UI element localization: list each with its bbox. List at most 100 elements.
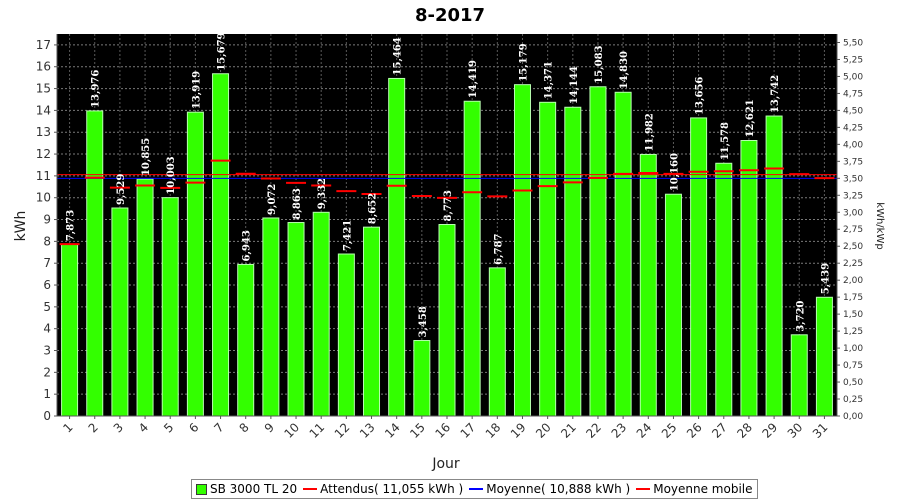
x-tick-label: 5 — [161, 420, 176, 435]
legend-item: Moyenne( 10,888 kWh ) — [469, 482, 630, 496]
legend-swatch — [303, 488, 318, 490]
y-tick-label: 4 — [43, 322, 51, 336]
y-tick-label: 5 — [43, 300, 51, 314]
y2-tick-label: 1,75 — [843, 293, 863, 303]
x-tick-label: 15 — [407, 420, 428, 441]
x-tick-label: 8 — [237, 420, 252, 435]
legend-swatch — [636, 488, 651, 490]
data-label: 10,160 — [669, 153, 680, 191]
y-tick-label: 15 — [36, 82, 51, 96]
legend-item: SB 3000 TL 20 — [196, 482, 297, 496]
x-tick-label: 31 — [810, 420, 831, 441]
x-tick-label: 20 — [533, 420, 554, 441]
bar — [413, 340, 431, 417]
data-label: 8,652 — [368, 193, 379, 224]
x-tick-label: 22 — [583, 420, 604, 441]
x-tick-label: 23 — [609, 420, 630, 441]
y-tick-label: 16 — [36, 60, 51, 74]
y-tick-label: 1 — [43, 387, 51, 401]
bar — [539, 101, 557, 417]
x-tick-label: 6 — [186, 420, 201, 435]
data-label: 12,621 — [745, 99, 756, 137]
y-tick-label: 9 — [43, 213, 51, 227]
y2-tick-label: 3,75 — [843, 157, 863, 167]
y2-tick-label: 2,50 — [843, 242, 863, 252]
bar — [388, 77, 406, 417]
x-tick-label: 16 — [432, 420, 453, 441]
data-label: 13,919 — [191, 71, 202, 109]
data-label: 15,179 — [518, 43, 529, 81]
data-label: 7,421 — [342, 220, 353, 251]
x-tick-label: 7 — [211, 420, 226, 435]
y2-tick-label: 3,50 — [843, 174, 863, 184]
data-label: 10,003 — [166, 156, 177, 194]
data-label: 7,873 — [66, 210, 77, 241]
y2-tick-label: 1,25 — [843, 327, 863, 337]
data-label: 10,855 — [141, 138, 152, 176]
y2-tick-label: 4,50 — [843, 106, 863, 116]
x-tick-label: 12 — [332, 420, 353, 441]
y2-tick-label: 2,00 — [843, 276, 863, 286]
y2-tick-label: 1,00 — [843, 344, 863, 354]
bar — [136, 178, 154, 417]
y2-tick-label: 0,75 — [843, 361, 863, 371]
bar — [765, 115, 783, 417]
bar — [312, 211, 330, 417]
x-axis-title: Jour — [431, 456, 460, 472]
legend-label: Moyenne mobile — [653, 482, 753, 496]
data-label: 8,773 — [443, 190, 454, 221]
y2-tick-label: 0,50 — [843, 378, 863, 388]
bar — [513, 84, 531, 417]
bar — [740, 140, 758, 417]
data-label: 13,656 — [695, 77, 706, 115]
legend-label: SB 3000 TL 20 — [210, 482, 298, 496]
y-tick-label: 10 — [36, 191, 51, 205]
y2-tick-label: 4,75 — [843, 89, 863, 99]
bar — [790, 334, 808, 417]
legend-label: Attendus( 11,055 kWh ) — [320, 482, 464, 496]
bar — [614, 91, 632, 417]
x-tick-label: 27 — [709, 420, 730, 441]
bar — [438, 223, 456, 417]
x-tick-label: 29 — [760, 420, 781, 441]
bar — [815, 296, 833, 417]
y2-tick-label: 3,25 — [843, 191, 863, 201]
y2-tick-label: 5,50 — [843, 38, 863, 48]
y-tick-label: 7 — [43, 256, 51, 270]
bar — [61, 243, 79, 417]
legend-swatch — [196, 483, 207, 495]
legend: SB 3000 TL 20 Attendus( 11,055 kWh ) Moyen… — [191, 479, 758, 499]
data-label: 11,982 — [644, 113, 655, 151]
y2-tick-label: 4,25 — [843, 123, 863, 133]
bar — [262, 217, 280, 417]
bar — [237, 263, 255, 417]
bar — [690, 117, 708, 417]
bar — [111, 207, 129, 417]
data-label: 9,072 — [267, 184, 278, 215]
x-tick-label: 28 — [734, 420, 755, 441]
x-tick-label: 11 — [307, 420, 328, 441]
data-label: 15,464 — [393, 37, 404, 75]
data-label: 14,419 — [468, 60, 479, 98]
y-tick-label: 0 — [43, 409, 51, 423]
y2-axis-title: kWh/kWp — [874, 202, 885, 249]
data-label: 11,578 — [720, 122, 731, 160]
x-tick-label: 10 — [281, 420, 302, 441]
x-tick-label: 21 — [558, 420, 579, 441]
y2-tick-label: 5,25 — [843, 55, 863, 65]
x-tick-label: 30 — [785, 420, 806, 441]
data-label: 15,679 — [217, 32, 228, 70]
x-tick-label: 9 — [262, 420, 277, 435]
y-tick-label: 17 — [36, 38, 51, 52]
data-label: 3,720 — [795, 300, 806, 331]
data-label: 15,083 — [594, 45, 605, 83]
x-tick-label: 26 — [684, 420, 705, 441]
y2-tick-label: 2,25 — [843, 259, 863, 269]
y-tick-label: 2 — [43, 365, 51, 379]
legend-item: Attendus( 11,055 kWh ) — [303, 482, 463, 496]
x-tick-label: 17 — [458, 420, 479, 441]
y2-tick-label: 5,00 — [843, 72, 863, 82]
data-label: 8,863 — [292, 188, 303, 219]
x-tick-label: 1 — [60, 420, 75, 435]
